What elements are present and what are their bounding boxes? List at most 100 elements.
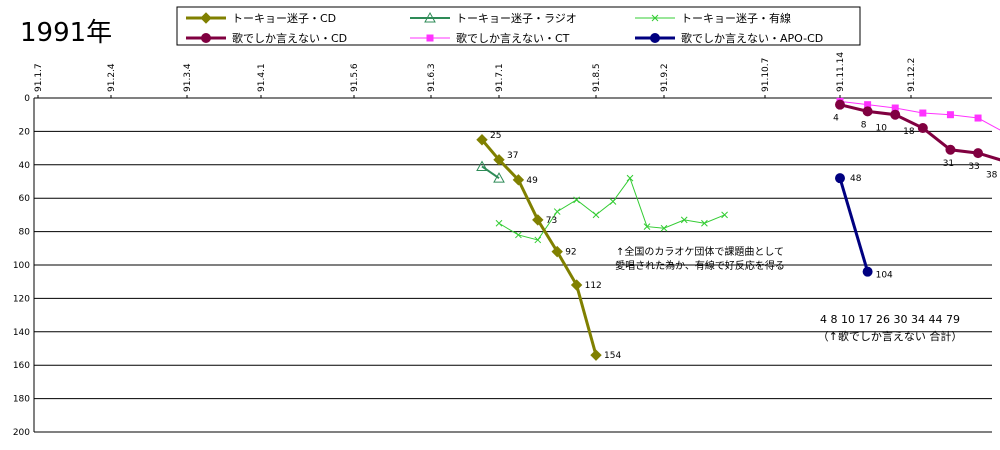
data-label: 49 [526,176,538,186]
data-point [201,33,211,43]
data-point [493,172,505,183]
legend-item: トーキョー迷子・CD [186,12,336,25]
series-line [838,177,870,273]
annotation-text: 4 8 10 17 26 30 34 44 79 [820,313,960,326]
legend-item: 歌でしか言えない・APO-CD [635,31,823,45]
legend-label: 歌でしか言えない・CD [232,31,347,45]
data-label: 73 [546,216,557,226]
data-point [660,224,668,232]
data-label: 31 [943,159,954,169]
data-point [835,99,845,110]
series-layer [476,97,1000,361]
data-point [573,196,580,204]
legend-label: 歌でしか言えない・CT [456,31,570,45]
data-point [643,223,651,230]
x-tick-label: 91.6.3 [427,63,437,92]
y-tick-label: 100 [13,261,30,271]
x-tick-label: 91.5.6 [350,63,360,92]
data-label: 92 [565,248,576,258]
data-point [609,198,617,205]
y-tick-label: 200 [13,428,30,438]
x-tick-label: 91.9.2 [660,63,670,92]
legend-label: トーキョー迷子・有線 [681,11,791,25]
data-point [973,148,984,159]
data-label: 18 [903,127,915,137]
y-tick-label: 0 [24,94,30,104]
series-2 [495,174,728,244]
data-label: 104 [876,271,893,281]
data-point [493,154,505,166]
data-point [476,160,488,171]
x-tick-label: 91.1.7 [34,63,44,92]
chart-title: 1991年 [20,18,113,48]
x-tick-label: 91.3.4 [183,63,193,92]
data-label: 48 [850,174,862,184]
x-tick-label: 91.8.5 [592,63,602,92]
y-tick-label: 40 [19,161,31,171]
gridlines [34,97,992,433]
data-point [424,11,436,23]
data-point [476,134,488,146]
data-label: 112 [585,281,602,291]
data-point [917,123,928,134]
legend-label: トーキョー迷子・ラジオ [456,12,577,25]
annotation-text: （↑歌でしか言えない 合計） [818,329,963,343]
y-tick-label: 80 [19,228,31,238]
data-point [701,219,708,227]
data-point [862,266,873,277]
legend-label: トーキョー迷子・CD [232,12,336,25]
data-point [590,349,602,361]
series-3 [835,99,1000,162]
axes [33,95,992,432]
legend-label: 歌でしか言えない・APO-CD [681,31,823,45]
series-1 [476,160,505,183]
data-point [680,216,688,224]
data-point [553,208,561,215]
data-point [534,236,542,244]
data-point [551,245,563,258]
y-tick-label: 180 [13,395,30,405]
series-line [480,138,598,356]
data-point [945,144,956,155]
data-point [890,109,901,120]
data-label: 37 [507,151,518,161]
legend-item: 歌でしか言えない・CD [186,31,347,45]
data-label: 8 [861,120,867,130]
data-point [721,211,728,219]
data-point [650,33,660,43]
x-tick-label: 91.4.1 [257,63,267,92]
annotation-text: ↑全国のカラオケ団体で課題曲として [616,245,784,258]
x-tick-label: 91.11.14 [836,52,846,92]
legend-item: 歌でしか言えない・CT [410,31,570,45]
legend-box [176,6,861,46]
data-label: 4 [833,114,839,124]
y-tick-labels: 0 20 40 60 80 100 120 140 160 180 200 [13,94,30,438]
legend: トーキョー迷子・CD トーキョー迷子・ラジオ トーキョー迷子・有線歌でしか言えない・… [176,6,861,46]
data-point [532,214,544,226]
x-tick-label: 91.7.1 [495,63,505,92]
data-point [974,114,982,122]
data-point [946,111,954,119]
data-point [426,34,434,42]
data-labels: 2537497392112154481018313338518248104 [490,114,998,361]
series-line [481,165,500,179]
legend-item: トーキョー迷子・有線 [635,11,791,25]
data-label: 33 [968,162,979,172]
annotation-text: 愛唱された為か、有線で好反応を得る [615,259,785,272]
data-point [512,174,525,186]
data-label: 38 [986,170,998,180]
data-point [200,12,212,24]
data-point [570,279,583,291]
x-tick-label: 91.2.4 [107,63,117,92]
data-label: 154 [604,351,621,361]
data-point [592,211,600,219]
y-tick-label: 160 [13,361,30,371]
data-point [919,109,927,117]
series-5 [835,173,873,277]
y-tick-label: 120 [13,294,30,304]
legend-item: トーキョー迷子・ラジオ [410,11,577,25]
series-0 [476,134,602,361]
data-point [862,106,873,117]
x-tick-label: 91.10.7 [761,58,771,92]
